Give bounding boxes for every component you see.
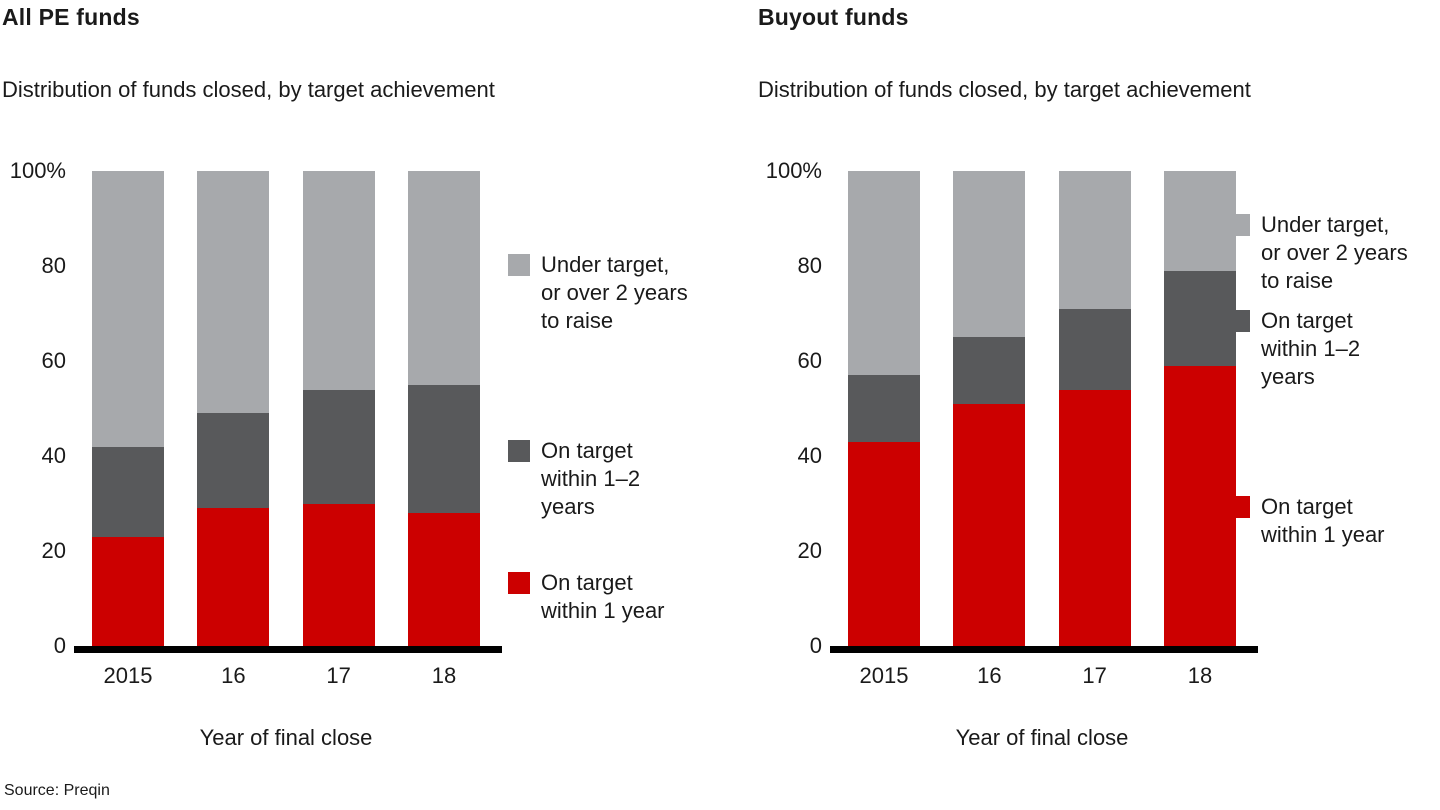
y-tick: 100%: [9, 158, 66, 183]
x-axis-labels: 2015 16 17 18: [830, 663, 1254, 689]
legend-label: Under target, or over 2 years to raise: [541, 252, 688, 333]
bar-segment: [92, 171, 164, 447]
bar-16: [197, 171, 270, 646]
bar-segment: [302, 503, 375, 646]
legend-label: On target within 1–2 years: [1261, 308, 1361, 389]
bar-segment: [407, 384, 480, 513]
y-tick: 0: [53, 633, 66, 658]
bar-segment: [1058, 308, 1131, 390]
bar-2015: [92, 171, 164, 646]
y-tick: 20: [797, 538, 822, 563]
bar-segment: [1058, 171, 1131, 309]
legend: Under target, or over 2 years to raise On…: [508, 169, 696, 644]
y-tick: 60: [797, 348, 822, 373]
legend-item: Under target, or over 2 years to raise: [508, 251, 693, 335]
x-tick-label: 16: [221, 663, 246, 688]
y-tick: 0: [809, 633, 822, 658]
y-tick: 40: [41, 443, 66, 468]
y-axis: 100% 80 60 40 20 0: [758, 158, 830, 658]
legend-item: On target within 1 year: [508, 569, 693, 625]
legend-swatch: [1228, 310, 1250, 332]
bar-segment: [848, 441, 920, 646]
bar-segment: [1058, 389, 1131, 646]
legend-swatch: [1228, 214, 1250, 236]
x-axis-line: [830, 646, 1258, 653]
legend: Under target, or over 2 years to raise On…: [1228, 169, 1416, 644]
chart-subtitle: Distribution of funds closed, by target …: [758, 77, 1251, 102]
legend-item: Under target, or over 2 years to raise: [1228, 211, 1413, 295]
x-tick-label: 17: [1082, 663, 1107, 688]
chart-panel-buyout-funds: Buyout funds Distribution of funds close…: [720, 0, 1440, 810]
legend-label: On target within 1–2 years: [541, 438, 641, 519]
bar-segment: [302, 171, 375, 390]
bar-segment: [848, 171, 920, 376]
x-axis-labels: 2015 16 17 18: [74, 663, 498, 689]
x-tick-label: 18: [431, 663, 457, 688]
legend-label: On target within 1 year: [541, 570, 665, 623]
chart-area: 100% 80 60 40 20 0: [758, 158, 1440, 658]
chart-subtitle: Distribution of funds closed, by target …: [2, 77, 495, 102]
x-axis-title: Year of final close: [955, 725, 1129, 750]
legend-item: On target within 1 year: [1228, 493, 1413, 549]
y-tick: 80: [41, 253, 66, 278]
bar-segment: [953, 171, 1026, 338]
bar-16: [953, 171, 1026, 646]
y-tick: 20: [41, 538, 66, 563]
legend-swatch: [1228, 496, 1250, 518]
plot-area: [74, 171, 502, 653]
bar-segment: [953, 337, 1026, 404]
bar-segment: [1163, 270, 1236, 366]
x-tick-label: 17: [326, 663, 351, 688]
bar-segment: [953, 403, 1026, 646]
legend-swatch: [508, 572, 530, 594]
bar-segment: [1163, 365, 1236, 646]
bar-17: [1058, 171, 1131, 646]
bar-18: [1163, 171, 1236, 646]
chart-panel-all-pe-funds: All PE funds Distribution of funds close…: [2, 4, 720, 750]
legend-swatch: [508, 440, 530, 462]
legend-swatch: [508, 254, 530, 276]
y-axis: 100% 80 60 40 20 0: [2, 158, 74, 658]
chart-area: 100% 80 60 40 20 0: [2, 158, 720, 658]
x-axis-title: Year of final close: [199, 725, 373, 750]
bar-segment: [197, 413, 270, 509]
legend-item: On target within 1–2 years: [1228, 307, 1413, 391]
x-tick-label: 2015: [859, 663, 909, 688]
x-tick-label: 18: [1187, 663, 1213, 688]
bar-segment: [302, 389, 375, 504]
chart-title: All PE funds: [2, 4, 140, 30]
bar-segment: [197, 508, 270, 646]
bar-17: [302, 171, 375, 646]
y-tick: 40: [797, 443, 822, 468]
bar-segment: [407, 171, 480, 385]
y-tick: 60: [41, 348, 66, 373]
x-tick-label: 2015: [103, 663, 153, 688]
legend-label: On target within 1 year: [1261, 494, 1385, 547]
bar-18: [407, 171, 480, 646]
y-tick: 100%: [765, 158, 822, 183]
bar-segment: [92, 446, 164, 537]
chart-title: Buyout funds: [758, 4, 909, 30]
bar-segment: [407, 513, 480, 646]
bar-segment: [197, 171, 270, 414]
legend-item: On target within 1–2 years: [508, 437, 693, 521]
source-note: Source: Preqin: [4, 782, 110, 799]
bar-segment: [1163, 171, 1236, 271]
bar-2015: [848, 171, 920, 646]
x-axis-line: [74, 646, 502, 653]
legend-label: Under target, or over 2 years to raise: [1261, 212, 1408, 293]
y-tick: 80: [797, 253, 822, 278]
x-tick-label: 16: [977, 663, 1002, 688]
bar-segment: [848, 375, 920, 442]
plot-area: [830, 171, 1258, 653]
bar-segment: [92, 536, 164, 646]
